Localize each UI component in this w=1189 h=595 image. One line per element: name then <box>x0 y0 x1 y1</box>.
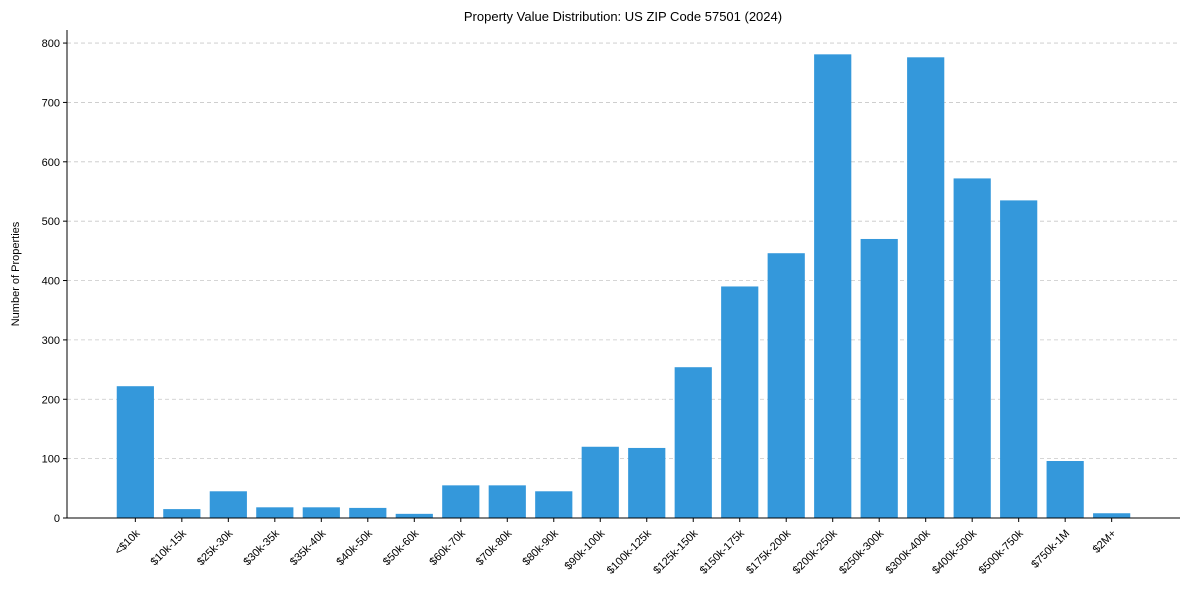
x-tick-label: $200k-250k <box>791 527 840 576</box>
x-tick-label: $750k-1M <box>1029 528 1072 571</box>
bar <box>860 238 898 518</box>
axes <box>63 30 1180 522</box>
bar <box>628 447 666 518</box>
bar <box>488 485 526 518</box>
y-tick-label: 100 <box>42 454 60 466</box>
bar <box>163 509 201 518</box>
x-tick-label: $150k-175k <box>698 527 747 576</box>
x-tick-label: $400k-500k <box>930 527 979 576</box>
x-tick-label: $175k-200k <box>744 527 793 576</box>
bar <box>1093 513 1131 518</box>
y-tick-label: 300 <box>42 335 60 347</box>
bar <box>349 507 387 518</box>
y-tick-label: 200 <box>42 394 60 406</box>
x-tick-label: $2M+ <box>1091 528 1119 556</box>
y-tick-label: 800 <box>42 38 60 50</box>
bar <box>535 491 573 518</box>
bar <box>814 54 852 518</box>
x-tick-label: $500k-750k <box>977 527 1026 576</box>
x-tick-label: $35k-40k <box>288 527 329 568</box>
x-tick-label: $100k-125k <box>605 527 654 576</box>
gridlines <box>67 42 1180 460</box>
x-tick-label: $60k-70k <box>427 527 468 568</box>
bar <box>767 253 805 518</box>
x-tick-label: $30k-35k <box>241 527 282 568</box>
chart-title: Property Value Distribution: US ZIP Code… <box>464 9 782 24</box>
y-tick-label: 500 <box>42 216 60 228</box>
bars <box>116 54 1131 519</box>
bar <box>209 491 247 518</box>
bar <box>581 446 619 518</box>
x-tick-label: $10k-15k <box>148 527 189 568</box>
y-tick-label: 700 <box>42 97 60 109</box>
bar <box>953 178 991 518</box>
bar <box>116 386 154 518</box>
y-tick-label: 400 <box>42 276 60 288</box>
x-tick-label: $250k-300k <box>837 527 886 576</box>
x-tick-label: $50k-60k <box>381 527 422 568</box>
x-tick-label: $70k-80k <box>474 527 515 568</box>
bar <box>674 367 712 518</box>
bar <box>1000 200 1038 518</box>
bar <box>1046 461 1084 518</box>
y-tick-label: 0 <box>54 513 60 525</box>
bar <box>721 286 759 518</box>
bar <box>907 57 945 519</box>
x-tick-label: $80k-90k <box>520 527 561 568</box>
x-tick-label: $300k-400k <box>884 527 933 576</box>
x-tick-label: <$10k <box>113 527 143 557</box>
y-axis-label: Number of Properties <box>10 221 22 326</box>
x-tick-label: $125k-150k <box>651 527 700 576</box>
bar <box>256 507 294 518</box>
x-tick-label: $40k-50k <box>334 527 375 568</box>
y-tick-label: 600 <box>42 157 60 169</box>
bar <box>302 507 340 518</box>
x-tick-label: $90k-100k <box>563 527 608 572</box>
bar <box>395 513 433 518</box>
bar <box>442 485 480 518</box>
x-tick-label: $25k-30k <box>195 527 236 568</box>
